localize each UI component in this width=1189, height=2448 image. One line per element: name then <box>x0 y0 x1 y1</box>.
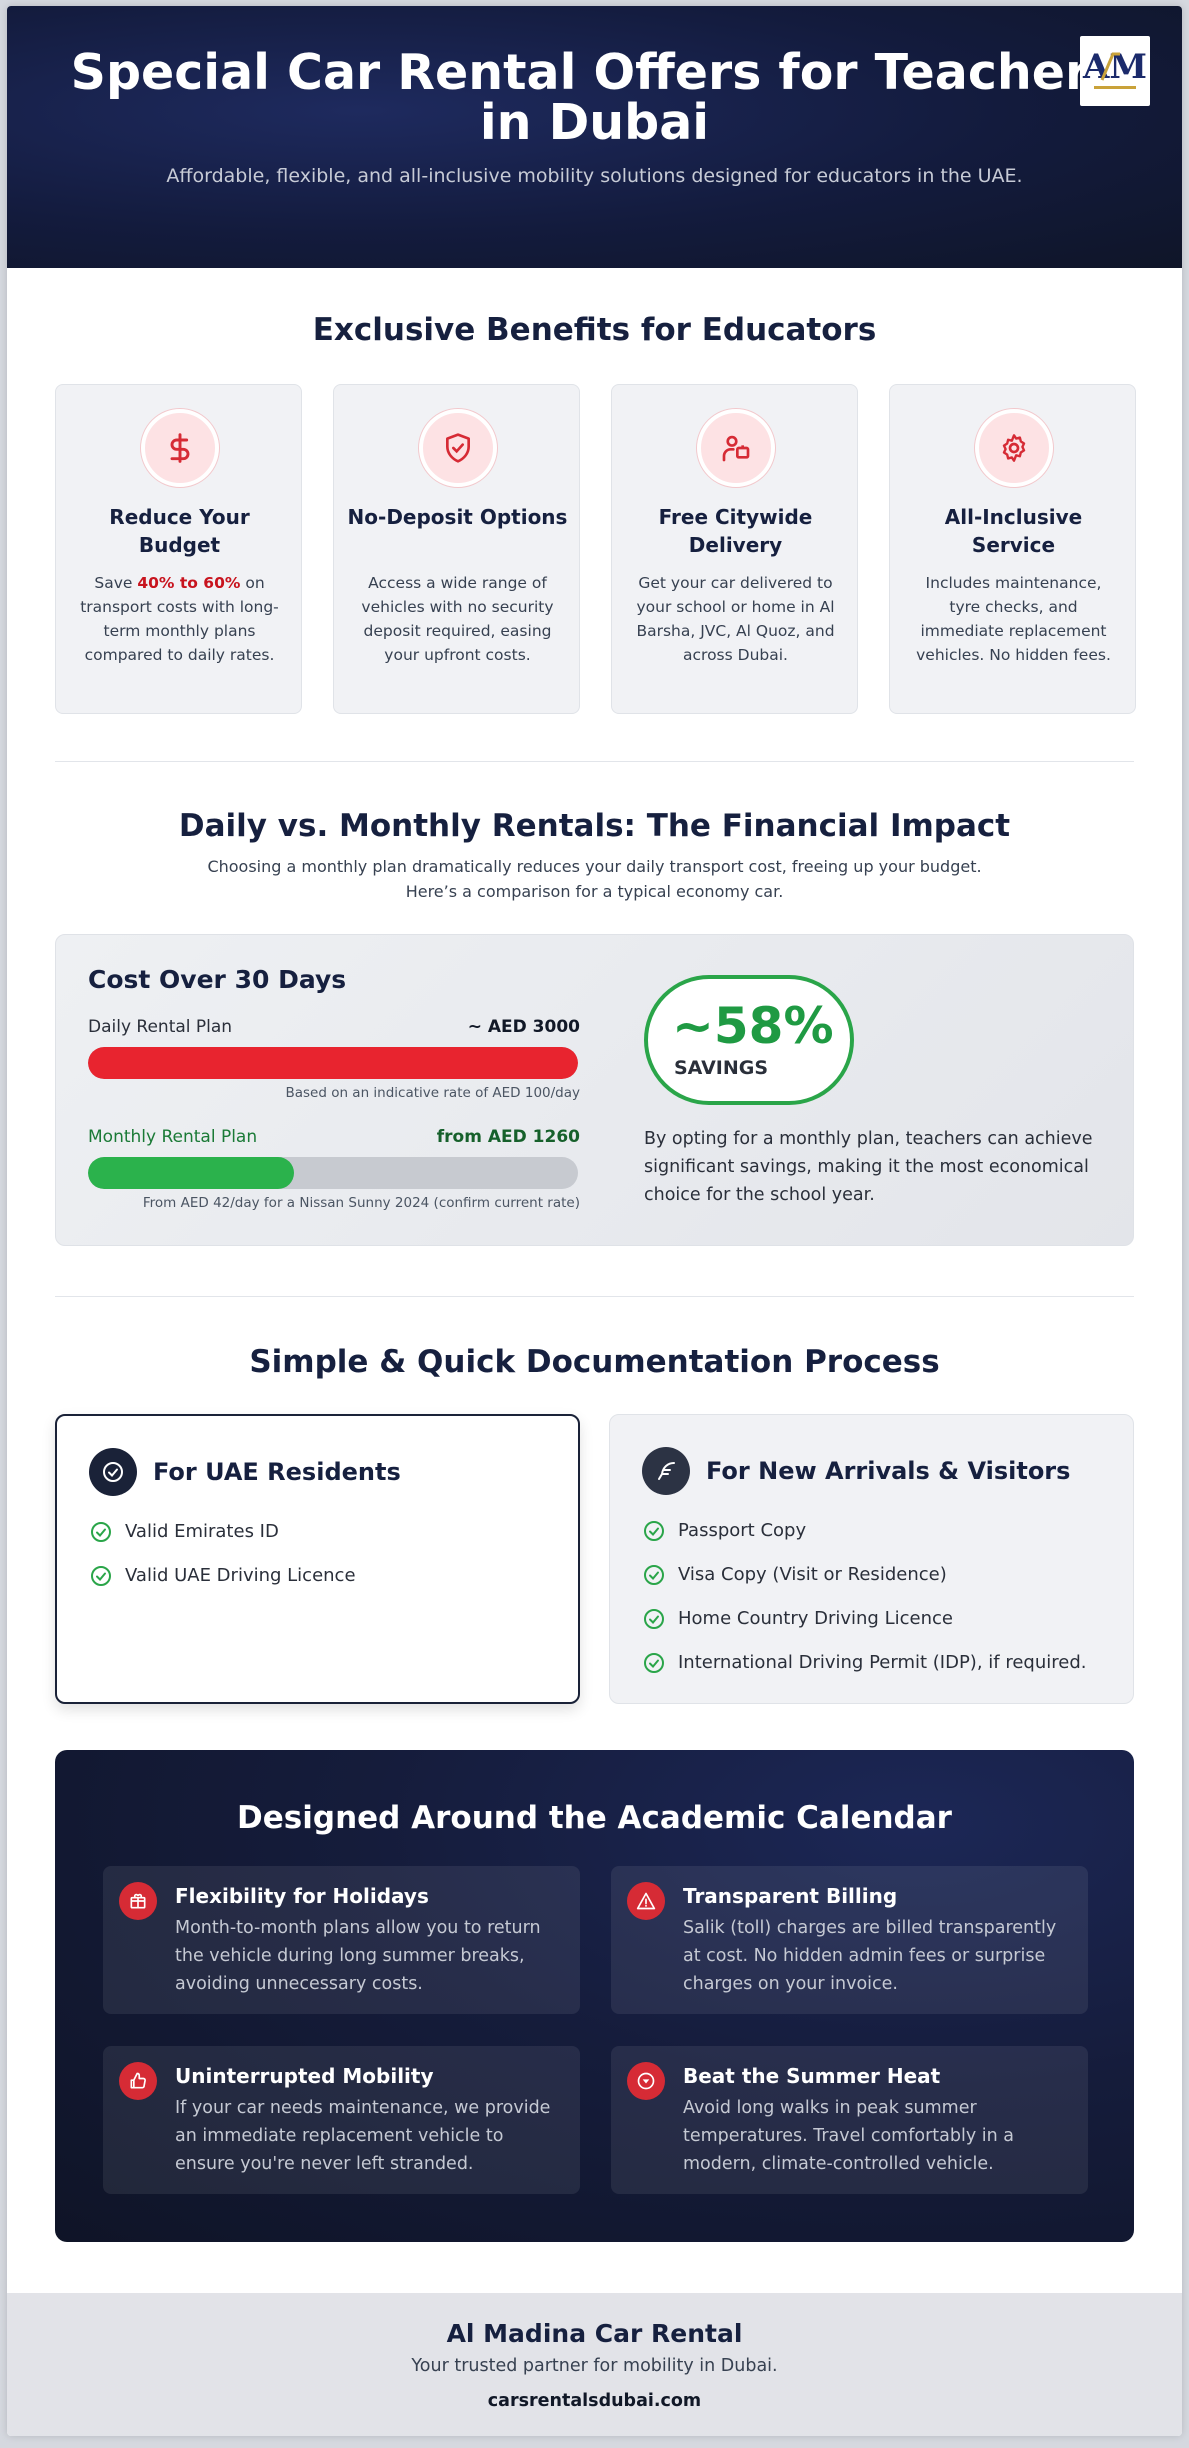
gear-icon <box>1002 434 1026 462</box>
benefit-text: Includes maintenance, tyre checks, and i… <box>916 574 1111 664</box>
residents-doc-card: For UAE Residents Valid Emirates ID Vali… <box>55 1414 580 1704</box>
daily-cost-bar-fill <box>88 1047 578 1079</box>
feature-text: Avoid long walks in peak summer temperat… <box>683 2098 1014 2174</box>
check-icon <box>644 1609 664 1629</box>
check-icon <box>644 1653 664 1673</box>
visitors-title: For New Arrivals & Visitors <box>706 1457 1071 1485</box>
residents-title: For UAE Residents <box>153 1458 401 1486</box>
benefit-title: Reduce Your Budget <box>109 505 250 557</box>
comparison-subtitle: Choosing a monthly plan dramatically red… <box>207 857 982 901</box>
page-title: Special Car Rental Offers for Teachers i… <box>70 44 1119 151</box>
docs-title: Simple & Quick Documentation Process <box>249 1344 940 1380</box>
savings-label: SAVINGS <box>674 1057 769 1079</box>
company-tagline: Your trusted partner for mobility in Dub… <box>411 2356 778 2376</box>
feature-card-billing: Transparent Billing Salik (toll) charges… <box>611 1866 1088 2014</box>
company-name: Al Madina Car Rental <box>446 2319 743 2348</box>
daily-cost-bar <box>88 1047 578 1079</box>
page-subtitle: Affordable, flexible, and all-inclusive … <box>166 165 1023 187</box>
savings-badge: ~58% SAVINGS <box>644 975 854 1105</box>
feature-card-summer-heat: Beat the Summer Heat Avoid long walks in… <box>611 2046 1088 2194</box>
academic-title: Designed Around the Academic Calendar <box>237 1800 952 1836</box>
visitors-doc-card: For New Arrivals & Visitors Passport Cop… <box>609 1414 1134 1704</box>
feature-card-mobility: Uninterrupted Mobility If your car needs… <box>103 2046 580 2194</box>
hero-header: Special Car Rental Offers for Teachers i… <box>7 6 1182 268</box>
benefit-card-no-deposit: No-Deposit Options Access a wide range o… <box>333 384 580 714</box>
feature-title: Uninterrupted Mobility <box>175 2064 434 2088</box>
temperature-icon <box>637 2072 655 2090</box>
monthly-plan-label: Monthly Rental Plan <box>88 1127 258 1147</box>
warning-triangle-icon <box>636 1892 656 1910</box>
delivery-person-icon <box>722 435 750 462</box>
thumbs-up-icon <box>130 2072 146 2089</box>
monthly-plan-note: From AED 42/day for a Nissan Sunny 2024 … <box>142 1195 580 1211</box>
feature-title: Flexibility for Holidays <box>175 1884 429 1908</box>
benefit-title: Free Citywide Delivery <box>658 505 813 557</box>
check-icon <box>91 1522 111 1542</box>
website-link[interactable]: carsrentalsdubai.com <box>487 2391 702 2411</box>
benefit-title: No-Deposit Options <box>347 505 568 529</box>
check-icon <box>91 1566 111 1586</box>
comparison-title: Daily vs. Monthly Rentals: The Financial… <box>178 808 1011 844</box>
section-divider <box>55 761 1134 762</box>
savings-highlight: 40% to 60% <box>137 574 241 592</box>
feature-title: Transparent Billing <box>683 1884 898 1908</box>
dollar-icon <box>170 433 190 463</box>
benefit-text: Save 40% to 60% on transport costs with … <box>80 574 279 664</box>
check-icon <box>644 1565 664 1585</box>
check-circle-icon <box>103 1462 123 1482</box>
page: Special Car Rental Offers for Teachers i… <box>7 6 1182 2436</box>
benefit-text: Access a wide range of vehicles with no … <box>361 574 554 664</box>
footer: Al Madina Car Rental Your trusted partne… <box>7 2293 1182 2436</box>
feature-text: If your car needs maintenance, we provid… <box>175 2098 551 2174</box>
shield-check-icon <box>446 433 470 463</box>
benefit-card-budget: Reduce Your Budget Save 40% to 60% on tr… <box>55 384 302 714</box>
cost-box-title: Cost Over 30 Days <box>88 965 347 994</box>
gift-box-icon <box>130 1893 146 1909</box>
daily-plan-note: Based on an indicative rate of AED 100/d… <box>285 1085 580 1101</box>
company-logo[interactable]: AM <box>1080 36 1150 106</box>
feature-text: Salik (toll) charges are billed transpar… <box>683 1918 1057 1994</box>
benefit-card-all-inclusive: All-Inclusive Service Includes maintenan… <box>889 384 1136 714</box>
feature-title: Beat the Summer Heat <box>683 2064 941 2088</box>
feature-card-holidays: Flexibility for Holidays Month-to-month … <box>103 1866 580 2014</box>
savings-value: ~58% <box>672 997 834 1055</box>
monthly-cost-bar <box>88 1157 578 1189</box>
daily-plan-value: ~ AED 3000 <box>467 1017 580 1037</box>
benefit-card-delivery: Free Citywide Delivery Get your car deli… <box>611 384 858 714</box>
benefit-title: All-Inclusive Service <box>944 505 1083 557</box>
section-divider <box>55 1296 1134 1297</box>
check-icon <box>644 1521 664 1541</box>
benefits-title: Exclusive Benefits for Educators <box>312 312 877 348</box>
monthly-cost-bar-fill <box>88 1157 294 1189</box>
feature-text: Month-to-month plans allow you to return… <box>175 1918 541 1994</box>
daily-plan-label: Daily Rental Plan <box>88 1017 233 1037</box>
monthly-plan-value: from AED 1260 <box>436 1127 580 1147</box>
savings-description: By opting for a monthly plan, teachers c… <box>644 1129 1093 1205</box>
benefit-text: Get your car delivered to your school or… <box>636 574 835 664</box>
cost-comparison-box: Cost Over 30 Days Daily Rental Plan ~ AE… <box>55 934 1134 1246</box>
feather-icon <box>658 1462 675 1480</box>
academic-calendar-section: Designed Around the Academic Calendar Fl… <box>55 1750 1134 2242</box>
